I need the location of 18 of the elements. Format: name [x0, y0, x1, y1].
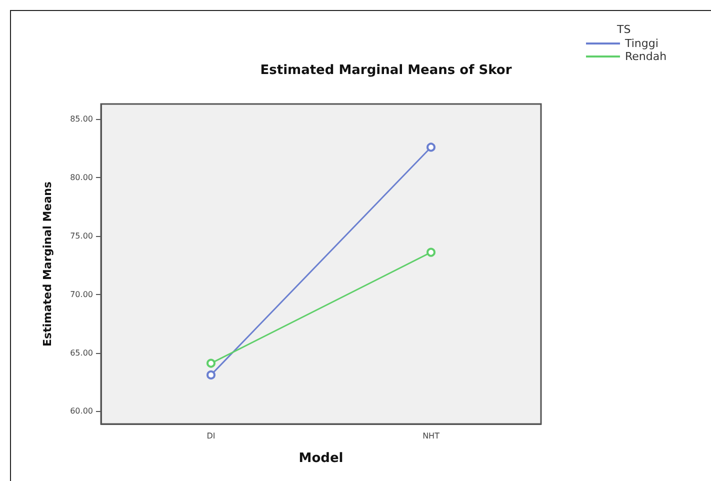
point [426, 248, 436, 257]
y-tick-label: 60.00 [70, 406, 93, 416]
point [206, 370, 216, 380]
x-tick-label: DI [206, 432, 216, 440]
y-tick-label: 80.00 [70, 173, 93, 182]
y-tick-label: 75.00 [70, 231, 93, 240]
legend-label: Rendah [625, 50, 667, 63]
y-tick-label: 85.00 [70, 114, 93, 124]
point [206, 358, 216, 368]
y-tick-label: 65.00 [70, 348, 93, 358]
point [426, 142, 436, 152]
x-axis-title: Model [298, 451, 344, 466]
chart-title: Estimated Marginal Means of Skor [260, 63, 512, 78]
y-tick-label: 70.00 [70, 290, 93, 299]
y-axis-title: Estimated Marginal Means [41, 181, 54, 346]
x-tick-label: NHT [422, 432, 440, 440]
legend-label: Tinggi [624, 37, 658, 50]
legend-title: TS [617, 23, 631, 36]
